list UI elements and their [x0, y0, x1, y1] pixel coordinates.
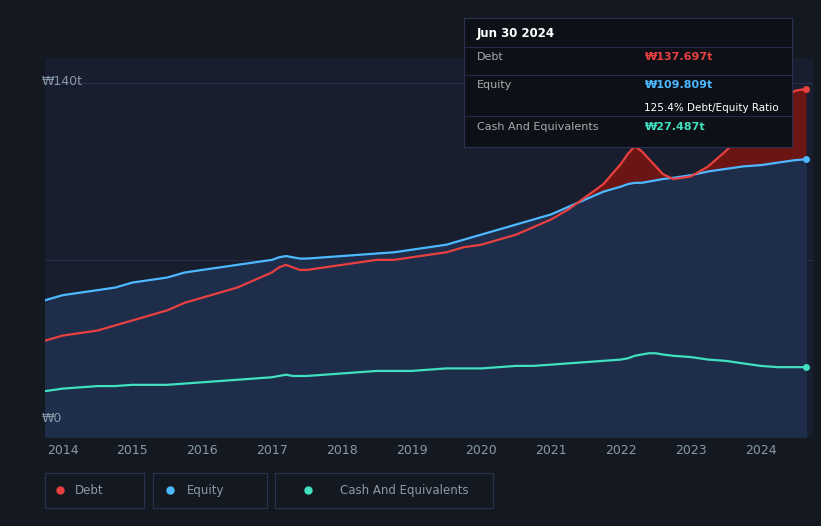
Text: ₩140t: ₩140t — [41, 75, 82, 88]
Text: Cash And Equivalents: Cash And Equivalents — [341, 484, 469, 497]
Text: ₩27.487t: ₩27.487t — [644, 122, 705, 132]
Text: ₩0: ₩0 — [41, 412, 62, 425]
Text: Jun 30 2024: Jun 30 2024 — [477, 27, 555, 41]
Text: Debt: Debt — [477, 52, 504, 62]
Text: 125.4% Debt/Equity Ratio: 125.4% Debt/Equity Ratio — [644, 104, 779, 114]
Text: ₩109.809t: ₩109.809t — [644, 80, 713, 90]
Text: Equity: Equity — [477, 80, 512, 90]
Text: Debt: Debt — [75, 484, 103, 497]
Text: ₩137.697t: ₩137.697t — [644, 52, 713, 62]
Text: Cash And Equivalents: Cash And Equivalents — [477, 122, 599, 132]
Text: Equity: Equity — [187, 484, 224, 497]
